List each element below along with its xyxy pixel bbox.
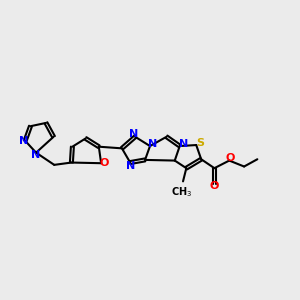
Text: O: O: [226, 153, 235, 163]
Text: N: N: [129, 129, 138, 139]
Text: N: N: [148, 140, 157, 149]
Text: S: S: [196, 138, 204, 148]
Text: O: O: [100, 158, 109, 168]
Text: N: N: [19, 136, 28, 146]
Text: N: N: [32, 150, 41, 160]
Text: N: N: [126, 161, 135, 171]
Text: N: N: [179, 140, 188, 149]
Text: CH$_3$: CH$_3$: [171, 185, 192, 199]
Text: O: O: [210, 181, 219, 191]
